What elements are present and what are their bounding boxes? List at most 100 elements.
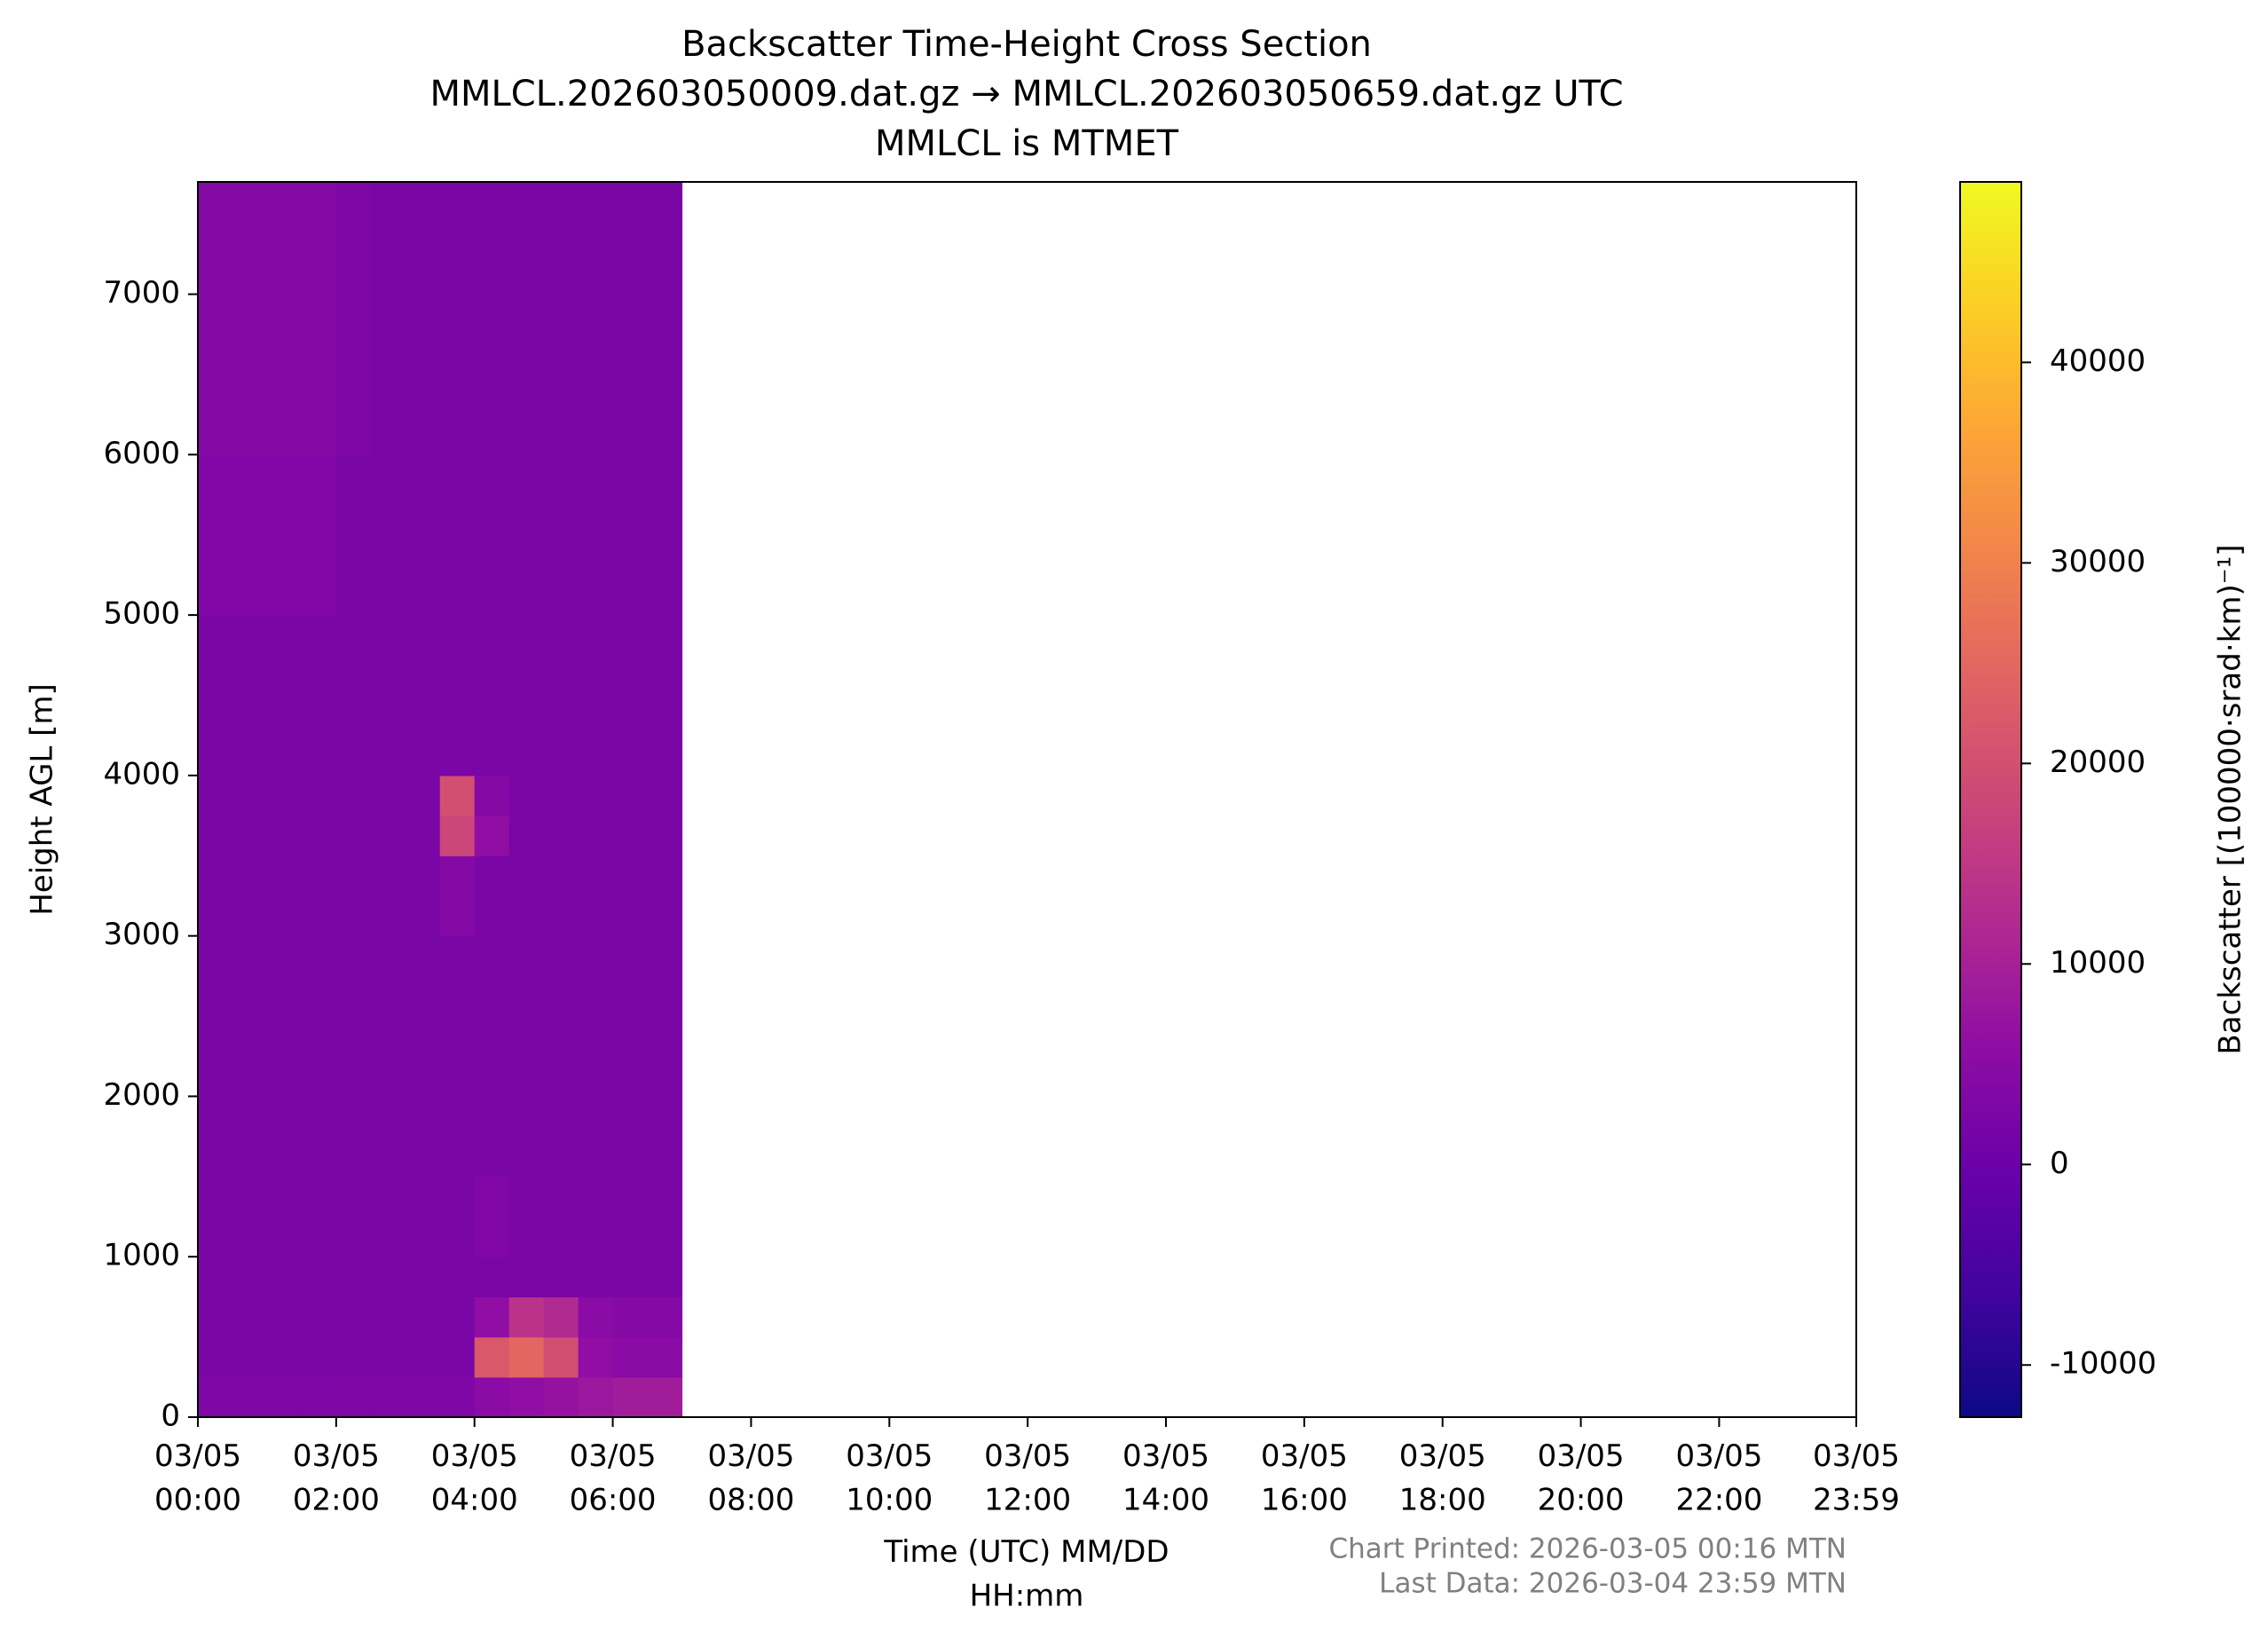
heatmap-cell [301, 615, 337, 776]
heatmap-cell [405, 454, 441, 616]
heatmap-cell [335, 615, 372, 776]
heatmap-cell [335, 1096, 372, 1178]
heatmap-cell [198, 855, 233, 937]
heatmap-cell [266, 182, 303, 455]
heatmap-cell [232, 1257, 268, 1298]
heatmap-cell [232, 1336, 268, 1378]
heatmap-cell [439, 775, 476, 816]
heatmap-cell [612, 615, 649, 776]
heatmap-cell [439, 615, 476, 776]
heatmap-cell [266, 1257, 303, 1298]
heatmap-cell [232, 182, 268, 455]
heatmap-cell [266, 1176, 303, 1257]
y-tick-label: 0 [161, 1399, 180, 1434]
heatmap-cell [578, 454, 614, 616]
heatmap-cell [543, 775, 579, 816]
heatmap-cell [232, 816, 268, 856]
heatmap-cell [301, 1257, 337, 1298]
heatmap-cell [543, 1296, 579, 1338]
heatmap-cell [370, 454, 406, 616]
x-tick-label: 03/05 06:00 [570, 1438, 657, 1517]
heatmap-cell [474, 1296, 510, 1338]
heatmap-cell [301, 775, 337, 816]
heatmap-cell [439, 855, 476, 937]
heatmap-cell [370, 1376, 406, 1418]
heatmap-cell [439, 1376, 476, 1418]
heatmap-cell [266, 615, 303, 776]
heatmap-cell [647, 182, 683, 455]
chart-subtitle: MMLCL.202603050009.dat.gz → MMLCL.202603… [429, 74, 1623, 114]
heatmap-cell [301, 1336, 337, 1378]
heatmap-cell [612, 1176, 649, 1257]
heatmap-cell [578, 1096, 614, 1178]
heatmap-cell [508, 1257, 545, 1298]
heatmap-cell [335, 1336, 372, 1378]
heatmap-cell [474, 454, 510, 616]
heatmap-cell [335, 816, 372, 856]
annotation: Last Data: 2026-03-04 23:59 MTN [1379, 1568, 1847, 1600]
chart-title: Backscatter Time-Height Cross Section [681, 24, 1372, 65]
heatmap-cell [335, 1296, 372, 1338]
x-tick-label: 03/05 08:00 [707, 1438, 794, 1517]
heatmap-cell [474, 1096, 510, 1178]
y-tick-label: 7000 [103, 275, 180, 311]
x-tick-label: 03/05 10:00 [846, 1438, 933, 1517]
heatmap-cell [405, 1336, 441, 1378]
heatmap-cell [335, 855, 372, 937]
heatmap-cell [508, 1096, 545, 1178]
heatmap-cell [335, 775, 372, 816]
colorbar-tick-label: 40000 [2050, 343, 2146, 379]
heatmap-cell [508, 615, 545, 776]
x-tick-label: 03/05 18:00 [1399, 1438, 1486, 1517]
heatmap-cell [612, 454, 649, 616]
heatmap-cell [439, 1296, 476, 1338]
x-tick-label: 03/05 14:00 [1122, 1438, 1209, 1517]
colorbar-tick-label: 20000 [2050, 745, 2146, 780]
heatmap-cell [543, 1376, 579, 1418]
heatmap-cell [439, 935, 476, 1098]
heatmap-cell [198, 454, 233, 616]
heatmap-cell [474, 855, 510, 937]
heatmap-cell [232, 1376, 268, 1418]
heatmap-cell [405, 1296, 441, 1338]
colorbar-tick-label: -10000 [2050, 1346, 2156, 1382]
heatmap-cell [232, 935, 268, 1098]
heatmap-cell [647, 1296, 683, 1338]
heatmap-cell [474, 775, 510, 816]
y-tick-label: 6000 [103, 436, 180, 471]
y-tick-label: 2000 [103, 1077, 180, 1113]
heatmap-cell [405, 1257, 441, 1298]
heatmap-cell [543, 1096, 579, 1178]
heatmap-cell [198, 1096, 233, 1178]
x-tick-label: 03/05 12:00 [984, 1438, 1071, 1517]
x-tick-label: 03/05 20:00 [1538, 1438, 1625, 1517]
heatmap-cell [370, 1296, 406, 1338]
heatmap-cell [232, 1096, 268, 1178]
heatmap-cell [612, 1376, 649, 1418]
colorbar-label: Backscatter [(100000·srad·km)⁻¹] [2213, 544, 2248, 1054]
heatmap-cell [508, 1176, 545, 1257]
x-tick-label: 03/05 22:00 [1675, 1438, 1762, 1517]
y-tick-label: 1000 [103, 1238, 180, 1273]
heatmap-cell [335, 1176, 372, 1257]
y-tick-label: 3000 [103, 917, 180, 952]
heatmap-cell [647, 1096, 683, 1178]
heatmap-cell [612, 182, 649, 455]
heatmap-cell [370, 1336, 406, 1378]
heatmap-cell [198, 775, 233, 816]
heatmap-cell [301, 1296, 337, 1338]
heatmap-cell [405, 775, 441, 816]
heatmap-cell [647, 1176, 683, 1257]
heatmap-cell [266, 816, 303, 856]
heatmap-cell [578, 1176, 614, 1257]
heatmap-cell [301, 454, 337, 616]
heatmap-cell [198, 935, 233, 1098]
heatmap-cell [543, 1176, 579, 1257]
colorbar-tick-label: 30000 [2050, 544, 2146, 579]
heatmap-cell [508, 855, 545, 937]
heatmap-cell [578, 1336, 614, 1378]
heatmap-cell [439, 454, 476, 616]
heatmap-cell [612, 935, 649, 1098]
heatmap-cell [474, 1257, 510, 1298]
